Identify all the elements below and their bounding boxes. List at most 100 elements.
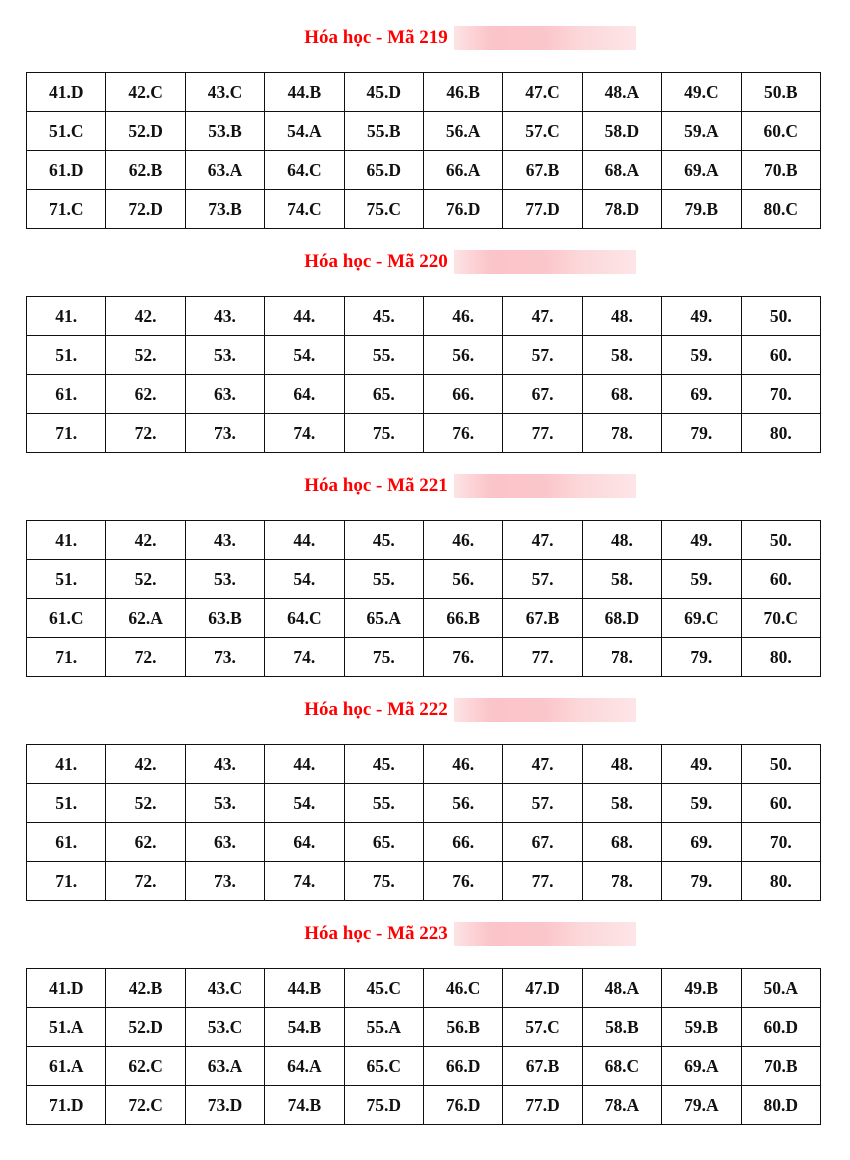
answer-cell: 47.C	[502, 72, 583, 112]
answer-table: 41.D 42.C 43.C 44.B 45.D 46.B 47.C 48.A 49.C 50.B…	[25, 72, 822, 229]
answer-cell: 60.	[740, 783, 822, 823]
answer-cell: 52.	[105, 559, 186, 599]
answer-cell: 51.	[25, 335, 107, 375]
answer-cell: 51.A	[25, 1007, 107, 1047]
answer-cell: 62.B	[105, 150, 186, 190]
answer-cell: 64.A	[264, 1046, 345, 1086]
answer-cell: 57.	[502, 783, 583, 823]
section-title: Hóa học - Mã 223	[304, 923, 448, 945]
answer-cell: 54.	[264, 783, 345, 823]
answer-cell: 71.C	[25, 189, 107, 229]
answer-cell: 72.	[105, 861, 186, 901]
redacted-blur	[453, 922, 636, 947]
answer-cell: 52.D	[105, 1007, 186, 1047]
answer-cell: 73.D	[184, 1085, 266, 1125]
answer-cell: 53.	[184, 783, 266, 823]
answer-cell: 74.B	[264, 1085, 345, 1125]
answer-cell: 63.A	[184, 150, 266, 190]
section-heading: Hóa học - Mã 221	[0, 470, 850, 502]
answer-cell: 59.	[661, 335, 742, 375]
answer-cell: 72.	[105, 637, 186, 677]
answer-cell: 43.	[184, 744, 266, 784]
answer-cell: 44.B	[264, 72, 345, 112]
table-row: 51. 52. 53. 54. 55. 56. 57. 58. 59. 60.	[25, 783, 822, 823]
answer-cell: 50.	[740, 296, 822, 336]
table-row: 61. 62. 63. 64. 65. 66. 67. 68. 69. 70.	[25, 822, 822, 862]
answer-cell: 76.	[422, 637, 504, 677]
table-row: 51. 52. 53. 54. 55. 56. 57. 58. 59. 60.	[25, 559, 822, 599]
answer-cell: 44.	[264, 296, 345, 336]
answer-cell: 60.D	[740, 1007, 822, 1047]
answer-cell: 56.	[422, 559, 504, 599]
answer-cell: 52.D	[105, 111, 186, 151]
answer-cell: 50.B	[740, 72, 822, 112]
answer-cell: 45.D	[343, 72, 424, 112]
answer-cell: 43.C	[184, 968, 266, 1008]
answer-cell: 68.	[581, 822, 663, 862]
answer-cell: 66.	[422, 374, 504, 414]
answer-cell: 45.	[343, 744, 424, 784]
answer-cell: 78.A	[581, 1085, 663, 1125]
answer-cell: 67.	[502, 374, 583, 414]
answer-cell: 42.	[105, 744, 186, 784]
answer-cell: 72.C	[105, 1085, 186, 1125]
answer-cell: 58.B	[581, 1007, 663, 1047]
answer-cell: 48.A	[581, 72, 663, 112]
answer-cell: 54.	[264, 335, 345, 375]
table-row: 71.C 72.D 73.B 74.C 75.C 76.D 77.D 78.D 79.B 80.C	[25, 189, 822, 229]
answer-cell: 59.B	[661, 1007, 742, 1047]
table-row: 61.C 62.A 63.B 64.C 65.A 66.B 67.B 68.D 69.C 70.C	[25, 598, 822, 638]
table-row: 61. 62. 63. 64. 65. 66. 67. 68. 69. 70.	[25, 374, 822, 414]
answer-cell: 62.	[105, 822, 186, 862]
answer-cell: 65.	[343, 822, 424, 862]
answer-cell: 71.	[25, 637, 107, 677]
answer-cell: 55.	[343, 335, 424, 375]
answer-cell: 50.	[740, 744, 822, 784]
answer-cell: 71.D	[25, 1085, 107, 1125]
answer-cell: 63.	[184, 822, 266, 862]
answer-cell: 69.C	[661, 598, 742, 638]
answer-cell: 78.	[581, 413, 663, 453]
answer-cell: 43.C	[184, 72, 266, 112]
answer-cell: 75.C	[343, 189, 424, 229]
table-row: 51.C 52.D 53.B 54.A 55.B 56.A 57.C 58.D 59.A 60.C	[25, 111, 822, 151]
answer-cell: 54.	[264, 559, 345, 599]
answer-cell: 75.	[343, 861, 424, 901]
answer-cell: 61.	[25, 374, 107, 414]
answer-cell: 64.C	[264, 150, 345, 190]
answer-cell: 75.	[343, 637, 424, 677]
answer-cell: 73.	[184, 413, 266, 453]
answer-cell: 62.C	[105, 1046, 186, 1086]
answer-cell: 56.B	[422, 1007, 504, 1047]
answer-cell: 51.	[25, 783, 107, 823]
answer-cell: 57.	[502, 559, 583, 599]
section-title: Hóa học - Mã 221	[304, 475, 448, 497]
answer-cell: 70.B	[740, 1046, 822, 1086]
table-row: 51. 52. 53. 54. 55. 56. 57. 58. 59. 60.	[25, 335, 822, 375]
answer-cell: 62.A	[105, 598, 186, 638]
answer-cell: 77.	[502, 413, 583, 453]
answer-cell: 46.	[422, 520, 504, 560]
answer-cell: 79.	[661, 413, 742, 453]
answer-cell: 64.	[264, 374, 345, 414]
answer-cell: 46.	[422, 744, 504, 784]
answer-cell: 76.	[422, 413, 504, 453]
answer-cell: 60.	[740, 559, 822, 599]
answer-cell: 65.A	[343, 598, 424, 638]
table-row: 61.A 62.C 63.A 64.A 65.C 66.D 67.B 68.C 69.A 70.B	[25, 1046, 822, 1086]
answer-cell: 47.D	[502, 968, 583, 1008]
answer-cell: 42.C	[105, 72, 186, 112]
answer-cell: 61.D	[25, 150, 107, 190]
answer-cell: 55.	[343, 559, 424, 599]
answer-cell: 69.A	[661, 1046, 742, 1086]
answer-cell: 51.	[25, 559, 107, 599]
table-row: 41. 42. 43. 44. 45. 46. 47. 48. 49. 50.	[25, 296, 822, 336]
answer-cell: 58.	[581, 559, 663, 599]
answer-cell: 47.	[502, 520, 583, 560]
answer-cell: 76.D	[422, 1085, 504, 1125]
answer-cell: 45.	[343, 520, 424, 560]
answer-cell: 42.B	[105, 968, 186, 1008]
answer-cell: 80.	[740, 637, 822, 677]
answer-cell: 44.	[264, 744, 345, 784]
table-row: 41. 42. 43. 44. 45. 46. 47. 48. 49. 50.	[25, 744, 822, 784]
